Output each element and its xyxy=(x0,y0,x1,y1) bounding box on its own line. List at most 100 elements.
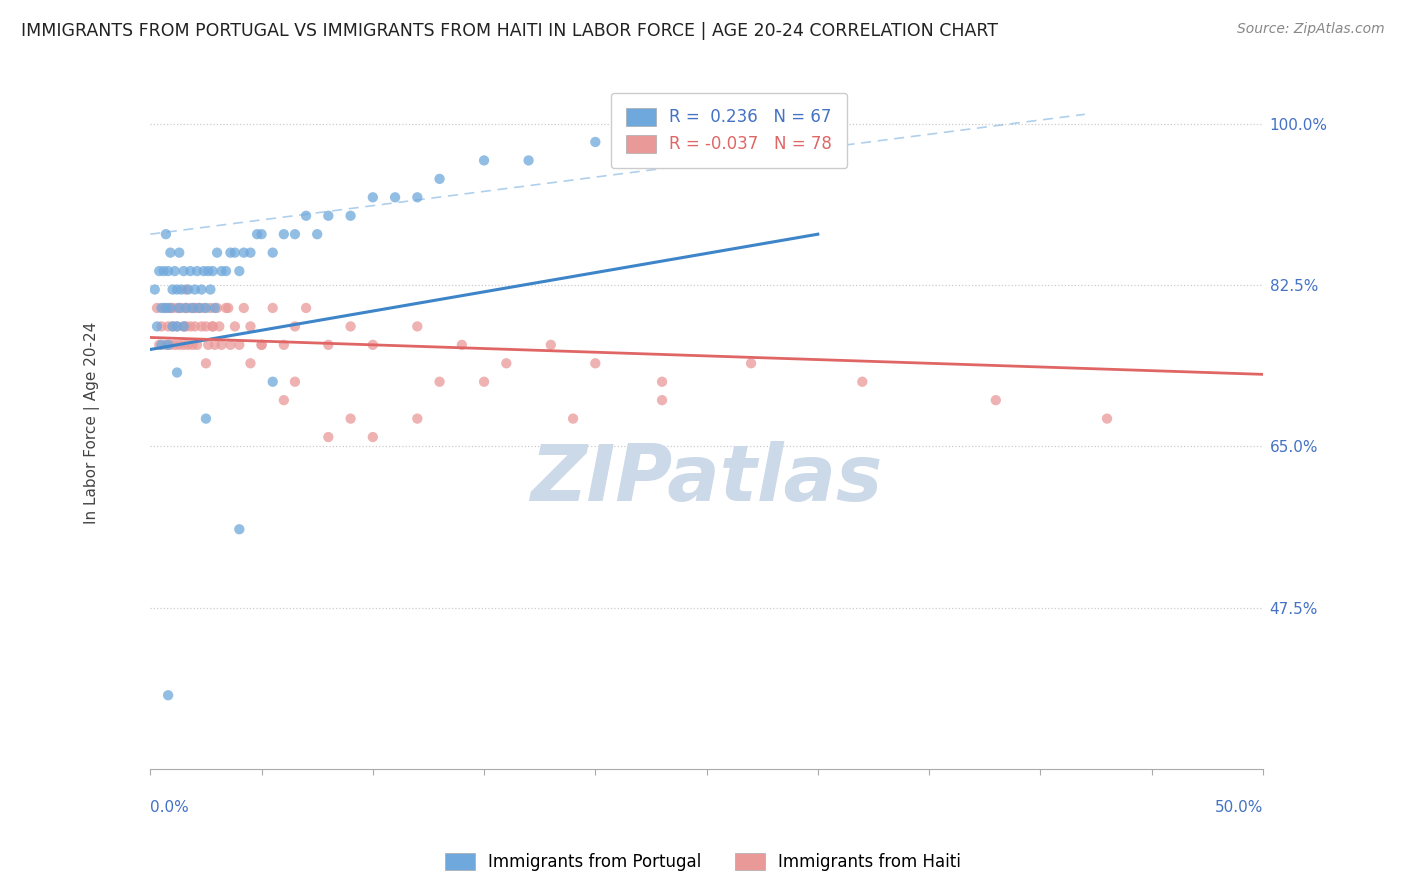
Point xyxy=(148,338,170,352)
Point xyxy=(150,301,173,315)
Text: Source: ZipAtlas.com: Source: ZipAtlas.com xyxy=(1237,22,1385,37)
Point xyxy=(517,153,540,168)
Point xyxy=(450,338,472,352)
Point xyxy=(201,319,224,334)
Point xyxy=(173,264,195,278)
Point xyxy=(146,319,169,334)
Point xyxy=(181,301,204,315)
Point xyxy=(384,190,406,204)
Point xyxy=(167,338,190,352)
Point xyxy=(194,356,217,370)
Point xyxy=(157,301,180,315)
Point xyxy=(157,688,180,702)
Point xyxy=(177,338,200,352)
Point xyxy=(157,338,180,352)
Point xyxy=(339,411,361,425)
Point xyxy=(273,227,295,242)
Point xyxy=(562,411,585,425)
Point xyxy=(174,301,197,315)
Point xyxy=(250,338,273,352)
Point xyxy=(361,338,384,352)
Point xyxy=(166,366,188,380)
Point xyxy=(181,338,204,352)
Point xyxy=(193,264,215,278)
Point xyxy=(166,301,188,315)
Point xyxy=(1095,411,1118,425)
Point xyxy=(284,319,307,334)
Point xyxy=(361,430,384,444)
Point xyxy=(155,338,177,352)
Point xyxy=(197,338,219,352)
Point xyxy=(190,319,212,334)
Point xyxy=(188,301,211,315)
Point xyxy=(406,411,429,425)
Text: In Labor Force | Age 20-24: In Labor Force | Age 20-24 xyxy=(84,322,100,524)
Point xyxy=(339,319,361,334)
Point xyxy=(232,245,254,260)
Point xyxy=(224,245,246,260)
Point xyxy=(173,319,195,334)
Point xyxy=(232,301,254,315)
Point xyxy=(143,283,166,297)
Legend: Immigrants from Portugal, Immigrants from Haiti: Immigrants from Portugal, Immigrants fro… xyxy=(437,845,969,880)
Point xyxy=(984,393,1007,408)
Point xyxy=(146,301,169,315)
Point xyxy=(152,301,174,315)
Point xyxy=(163,338,186,352)
Point xyxy=(215,264,238,278)
Point xyxy=(262,245,284,260)
Point xyxy=(167,301,190,315)
Point xyxy=(284,375,307,389)
Text: 0.0%: 0.0% xyxy=(150,799,188,814)
Text: ZIPatlas: ZIPatlas xyxy=(530,441,883,516)
Point xyxy=(179,319,201,334)
Point xyxy=(217,301,239,315)
Point xyxy=(166,319,188,334)
Point xyxy=(239,319,262,334)
Point xyxy=(204,301,226,315)
Point xyxy=(197,264,219,278)
Point xyxy=(193,301,215,315)
Point xyxy=(228,338,250,352)
Point xyxy=(406,190,429,204)
Point xyxy=(186,264,208,278)
Point xyxy=(194,301,217,315)
Point xyxy=(159,301,181,315)
Point xyxy=(406,319,429,334)
Point xyxy=(307,227,329,242)
Point xyxy=(157,264,180,278)
Point xyxy=(262,301,284,315)
Point xyxy=(166,319,188,334)
Point xyxy=(179,301,201,315)
Point xyxy=(174,319,197,334)
Point xyxy=(472,375,495,389)
Point xyxy=(148,264,170,278)
Point xyxy=(250,338,273,352)
Point xyxy=(194,319,217,334)
Point xyxy=(159,245,181,260)
Point xyxy=(219,338,242,352)
Point xyxy=(250,227,273,242)
Point xyxy=(155,301,177,315)
Text: IMMIGRANTS FROM PORTUGAL VS IMMIGRANTS FROM HAITI IN LABOR FORCE | AGE 20-24 COR: IMMIGRANTS FROM PORTUGAL VS IMMIGRANTS F… xyxy=(21,22,998,40)
Point xyxy=(211,338,233,352)
Point xyxy=(204,338,226,352)
Point xyxy=(194,411,217,425)
Point xyxy=(162,283,184,297)
Point xyxy=(429,172,451,186)
Point xyxy=(740,356,762,370)
Point xyxy=(208,319,231,334)
Point xyxy=(200,283,222,297)
Point xyxy=(851,375,873,389)
Point xyxy=(361,190,384,204)
Point xyxy=(162,301,184,315)
Point xyxy=(273,393,295,408)
Point xyxy=(177,283,200,297)
Point xyxy=(159,338,181,352)
Point xyxy=(155,227,177,242)
Point xyxy=(188,301,211,315)
Point xyxy=(651,375,673,389)
Point xyxy=(162,319,184,334)
Point xyxy=(201,264,224,278)
Point xyxy=(215,301,238,315)
